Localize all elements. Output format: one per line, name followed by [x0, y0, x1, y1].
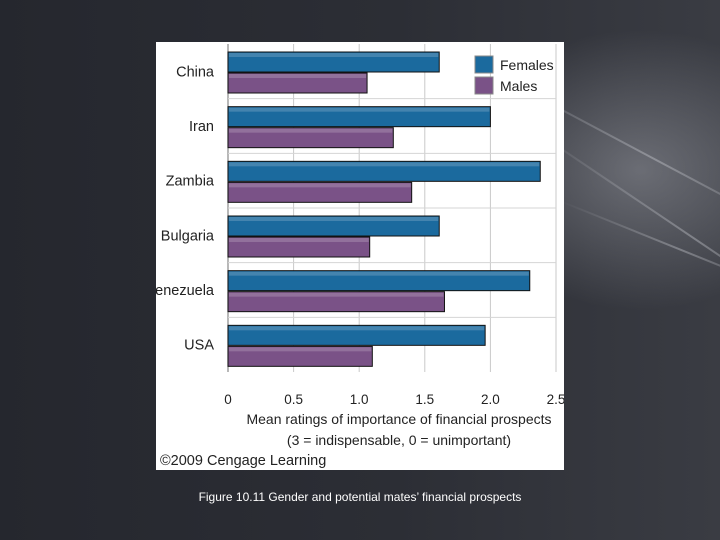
bar-highlight — [229, 183, 411, 188]
x-tick-label: 1.0 — [350, 392, 369, 407]
category-label-iran: Iran — [189, 119, 214, 135]
bar-males-zambia — [227, 181, 413, 203]
bar-males-venezuela — [227, 291, 445, 313]
category-labels: China Iran Zambia Bulgaria Venezuela USA — [156, 64, 215, 353]
legend: Females Males — [474, 55, 554, 95]
bar-males-iran — [227, 127, 394, 149]
bars-layer — [227, 51, 541, 367]
bar-females-usa — [227, 324, 486, 346]
bar-highlight — [229, 74, 367, 78]
bar-females-iran — [227, 106, 491, 128]
x-tick-labels: 0 0.5 1.0 1.5 2.0 2.5 — [224, 392, 564, 407]
x-tick-label: 2.0 — [481, 392, 500, 407]
category-label-venezuela: Venezuela — [156, 283, 215, 299]
bar-highlight — [229, 271, 529, 276]
legend-label-males: Males — [500, 78, 537, 94]
x-tick-label: 1.5 — [415, 392, 434, 407]
bar-highlight — [229, 292, 444, 297]
category-label-usa: USA — [184, 338, 214, 354]
x-tick-label: 2.5 — [547, 392, 564, 407]
figure-caption: Figure 10.11 Gender and potential mates’… — [198, 490, 522, 504]
bar-highlight — [229, 326, 485, 331]
bar-highlight — [229, 53, 439, 57]
copyright-notice: ©2009 Cengage Learning — [160, 453, 326, 469]
bar-highlight — [229, 128, 393, 133]
category-label-zambia: Zambia — [166, 174, 215, 190]
grid-layer — [227, 44, 557, 372]
legend-swatch-males — [474, 76, 494, 95]
legend-swatch-females — [474, 55, 494, 74]
bar-highlight — [229, 217, 439, 221]
category-label-bulgaria: Bulgaria — [161, 228, 215, 244]
bar-males-bulgaria — [227, 236, 371, 258]
x-tick-label: 0 — [224, 392, 232, 407]
legend-label-females: Females — [500, 57, 554, 73]
chart-panel: China Iran Zambia Bulgaria Venezuela USA 0 0.5… — [156, 42, 564, 470]
bar-highlight — [229, 238, 369, 242]
bar-females-zambia — [227, 160, 541, 182]
x-tick-label: 0.5 — [284, 392, 303, 407]
bar-highlight — [229, 347, 372, 352]
bar-highlight — [229, 162, 540, 167]
category-label-china: China — [176, 64, 215, 80]
bar-chart: China Iran Zambia Bulgaria Venezuela USA 0 0.5… — [156, 44, 564, 469]
bar-males-usa — [227, 345, 373, 367]
bar-females-bulgaria — [227, 215, 440, 237]
bar-highlight — [229, 107, 490, 112]
x-axis-label-line1: Mean ratings of importance of financial … — [246, 411, 551, 427]
bar-males-china — [227, 72, 368, 94]
bar-females-china — [227, 51, 440, 73]
x-axis-label-line2: (3 = indispensable, 0 = unimportant) — [287, 432, 511, 448]
bar-females-venezuela — [227, 270, 531, 292]
